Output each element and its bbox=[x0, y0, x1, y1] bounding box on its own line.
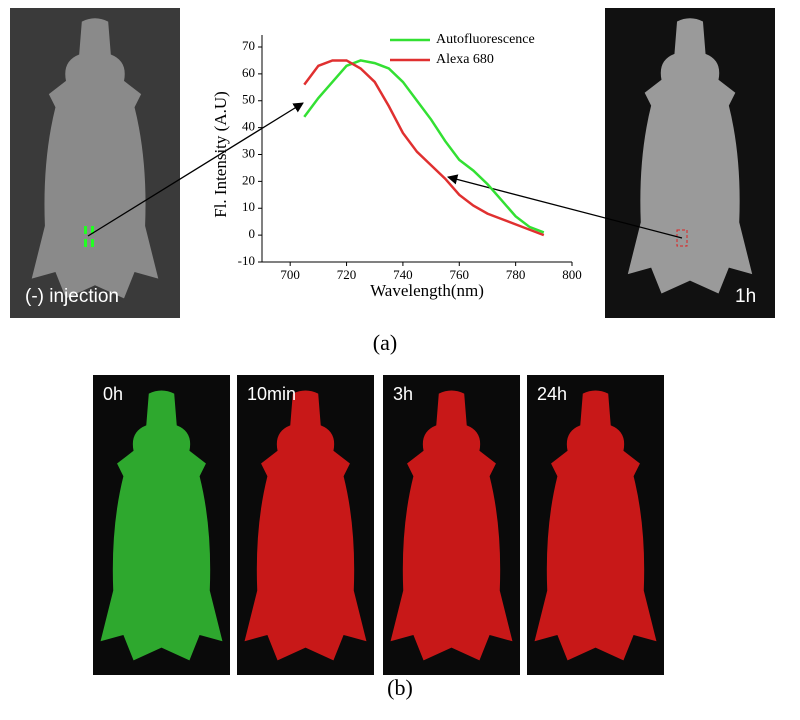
legend-label: Alexa 680 bbox=[436, 52, 494, 67]
caption: (a) bbox=[373, 330, 397, 355]
y-tick-label: 40 bbox=[242, 119, 255, 134]
y-axis-label: Fl. Intensity (A.U) bbox=[211, 91, 230, 218]
x-tick-label: 720 bbox=[337, 267, 357, 282]
x-tick-label: 780 bbox=[506, 267, 526, 282]
y-tick-label: 10 bbox=[242, 199, 255, 214]
y-tick-label: 20 bbox=[242, 172, 255, 187]
image-label: 0h bbox=[103, 384, 123, 404]
y-tick-label: 50 bbox=[242, 92, 255, 107]
y-tick-label: 30 bbox=[242, 145, 255, 160]
arrow bbox=[87, 102, 304, 237]
x-tick-label: 760 bbox=[450, 267, 470, 282]
caption: (b) bbox=[387, 675, 413, 700]
x-tick-label: 800 bbox=[562, 267, 582, 282]
chart: -10 0 10 20 30 40 50 60 70 700 720 740 760 780 800 Wave… bbox=[211, 32, 582, 300]
y-tick-label: -10 bbox=[238, 253, 255, 268]
image-label: 24h bbox=[537, 384, 567, 404]
image-label: 3h bbox=[393, 384, 413, 404]
x-axis-label: Wavelength(nm) bbox=[370, 281, 484, 300]
y-tick-label: 60 bbox=[242, 65, 255, 80]
image-label: (-) injection bbox=[25, 286, 119, 307]
arrow bbox=[446, 174, 683, 239]
series-line bbox=[303, 59, 545, 237]
series-line bbox=[303, 59, 545, 234]
image-label: 10min bbox=[247, 384, 296, 404]
panel-b: 0h 10min 3h 24h bbox=[93, 375, 664, 675]
y-tick-label: 0 bbox=[249, 226, 256, 241]
x-tick-label: 740 bbox=[393, 267, 413, 282]
image-label: 1h bbox=[735, 286, 756, 307]
x-tick-label: 700 bbox=[280, 267, 300, 282]
y-tick-label: 70 bbox=[242, 38, 255, 53]
legend-label: Autofluorescence bbox=[436, 32, 535, 47]
